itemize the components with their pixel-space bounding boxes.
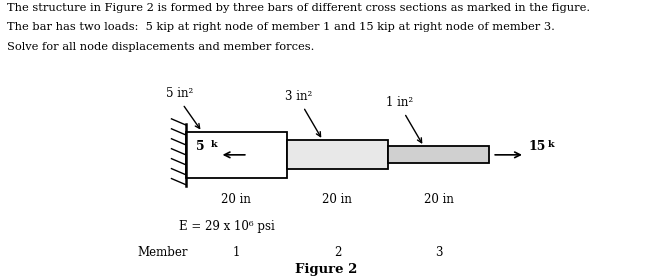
Text: k: k [548,140,554,149]
Text: 2: 2 [334,246,341,259]
Text: 3: 3 [435,246,442,259]
Text: Member: Member [137,246,187,259]
Text: 20 in: 20 in [222,193,251,206]
Text: 3 in²: 3 in² [285,90,312,103]
Text: E = 29 x 10⁶ psi: E = 29 x 10⁶ psi [179,220,275,233]
Text: 20 in: 20 in [424,193,453,206]
Text: 1 in²: 1 in² [386,96,413,109]
Text: The bar has two loads:  5 kip at right node of member 1 and 15 kip at right node: The bar has two loads: 5 kip at right no… [7,22,554,32]
Text: Solve for all node displacements and member forces.: Solve for all node displacements and mem… [7,42,314,52]
Text: 1: 1 [233,246,240,259]
Text: 5: 5 [196,140,204,153]
Text: 20 in: 20 in [323,193,352,206]
Bar [388,146,489,163]
Text: Figure 2: Figure 2 [295,263,357,276]
Text: The structure in Figure 2 is formed by three bars of different cross sections as: The structure in Figure 2 is formed by t… [7,3,589,13]
Text: 15: 15 [528,140,546,153]
Text: 5 in²: 5 in² [166,87,193,100]
Text: k: k [211,140,217,149]
